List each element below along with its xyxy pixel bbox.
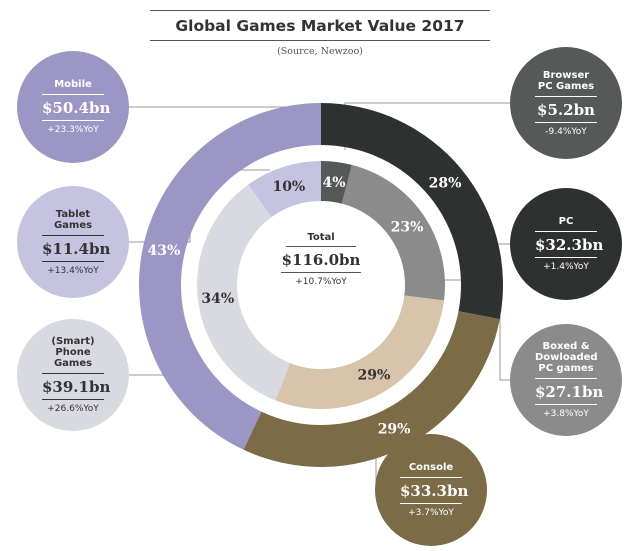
bubble-value: $27.1bn [535, 379, 603, 405]
inner-slice-browser-pc-games [321, 161, 352, 204]
connector-line [420, 279, 512, 381]
bubble-yoy: +1.4%YoY [543, 262, 589, 272]
slice-percent-label: 34% [201, 291, 234, 307]
bubble-phone: (Smart) Phone Games $39.1bn +26.6%YoY [17, 319, 129, 431]
bubble-tablet: Tablet Games $11.4bn +13.4%YoY [17, 186, 129, 298]
bubble-pc: PC $32.3bn +1.4%YoY [510, 188, 622, 300]
slice-percent-label: 4% [323, 175, 346, 191]
bubble-mobile: Mobile $50.4bn +23.3%YoY [17, 51, 129, 163]
bubble-boxed: Boxed & Dowloaded PC games $27.1bn +3.8%Yo… [510, 324, 622, 436]
total-label: Total $116.0bn +10.7%YoY [261, 232, 381, 287]
outer-slice-pc [321, 103, 504, 320]
slice-percent-label: 43% [147, 243, 180, 259]
bubble-yoy: +3.7%YoY [408, 508, 454, 518]
bubble-value: $50.4bn [42, 95, 110, 121]
bubble-value: $39.1bn [42, 374, 110, 400]
bubble-console: Console $33.3bn +3.7%YoY [375, 434, 487, 546]
slice-percent-label: 29% [378, 421, 411, 437]
inner-slice--smart-phone-games [196, 184, 291, 401]
bubble-value: $33.3bn [400, 478, 468, 504]
total-yoy: +10.7%YoY [295, 277, 347, 287]
slice-percent-label: 28% [429, 175, 462, 191]
bubble-yoy: +26.6%YoY [47, 404, 99, 414]
bubble-value: $11.4bn [42, 236, 110, 262]
bubble-name: Boxed & Dowloaded PC games [535, 341, 598, 379]
bubble-browser: Browser PC Games $5.2bn -9.4%YoY [510, 47, 622, 159]
bubble-value: $32.3bn [535, 232, 603, 258]
bubble-yoy: +13.4%YoY [47, 265, 99, 276]
inner-slice-console [275, 295, 445, 409]
bubble-name: Console [400, 462, 462, 478]
bubble-yoy: +3.8%YoY [543, 409, 589, 419]
slice-percent-label: 29% [358, 368, 391, 384]
bubble-name: PC [535, 216, 597, 232]
bubble-yoy: -9.4%YoY [545, 126, 587, 137]
chart-title: Global Games Market Value 2017 [150, 10, 490, 41]
total-name: Total [286, 232, 356, 247]
bubble-name: Browser PC Games [535, 70, 597, 97]
chart-source: (Source, Newzoo) [277, 46, 363, 57]
inner-slice-tablet-games [248, 161, 321, 218]
inner-slice-boxed-dowloaded-pc-games [341, 164, 445, 301]
bubble-name: (Smart) Phone Games [42, 336, 104, 374]
slice-percent-label: 23% [391, 220, 424, 236]
outer-slice-console [243, 311, 500, 467]
outer-slice-mobile [138, 103, 321, 450]
bubble-name: Tablet Games [42, 209, 104, 236]
total-value: $116.0bn [281, 247, 361, 273]
bubble-value: $5.2bn [535, 97, 597, 123]
bubble-name: Mobile [42, 79, 104, 95]
slice-percent-label: 10% [272, 179, 305, 195]
bubble-yoy: +23.3%YoY [47, 125, 99, 135]
